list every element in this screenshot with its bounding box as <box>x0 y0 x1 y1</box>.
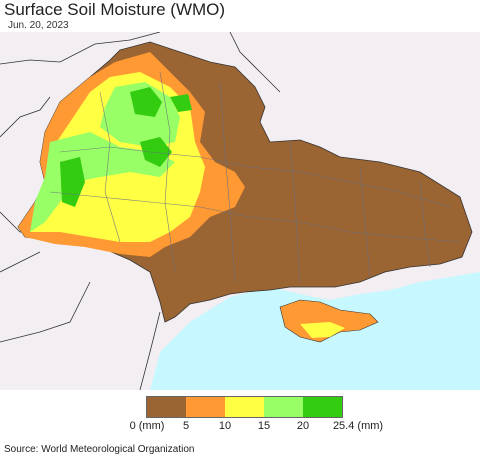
legend-colorbar <box>146 396 343 418</box>
moisture-20-25 <box>60 87 192 207</box>
legend-swatch-4 <box>303 397 342 417</box>
map-title: Surface Soil Moisture (WMO) <box>4 0 226 19</box>
legend-swatch-0 <box>147 397 186 417</box>
legend-swatch-2 <box>225 397 264 417</box>
legend-swatch-1 <box>186 397 225 417</box>
legend-tick-0: 0 (mm) <box>129 420 165 432</box>
legend-swatch-3 <box>264 397 303 417</box>
crimea-yellow <box>300 322 345 338</box>
legend-tick-3: 15 <box>257 420 271 432</box>
source-credit: Source: World Meteorological Organizatio… <box>4 444 195 455</box>
neighbor-borders <box>0 32 281 390</box>
legend-tick-4: 20 <box>296 420 310 432</box>
crimea <box>279 299 379 343</box>
oblast-borders <box>49 71 461 283</box>
moisture-15-20 <box>30 82 180 232</box>
legend-tick-2: 10 <box>218 420 232 432</box>
legend-tick-1: 5 <box>182 420 190 432</box>
soil-moisture-map <box>0 32 480 390</box>
map-date: Jun. 20, 2023 <box>8 20 69 31</box>
legend-tick-5: 25.4 (mm) <box>332 420 384 432</box>
